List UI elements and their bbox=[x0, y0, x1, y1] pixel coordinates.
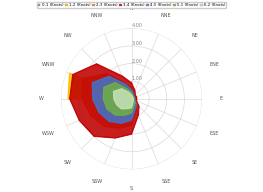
Polygon shape bbox=[82, 74, 136, 128]
Polygon shape bbox=[131, 98, 132, 100]
Polygon shape bbox=[114, 89, 133, 109]
Polygon shape bbox=[103, 83, 135, 115]
Polygon shape bbox=[92, 76, 136, 123]
Polygon shape bbox=[70, 64, 139, 138]
Legend: 0-1 (Knots), 1-2 (Knots), 2-3 (Knots), 3-4 (Knots), 4-5 (Knots), 5-1 (Knots), 6-: 0-1 (Knots), 1-2 (Knots), 2-3 (Knots), 3… bbox=[37, 2, 226, 8]
Polygon shape bbox=[68, 73, 132, 100]
